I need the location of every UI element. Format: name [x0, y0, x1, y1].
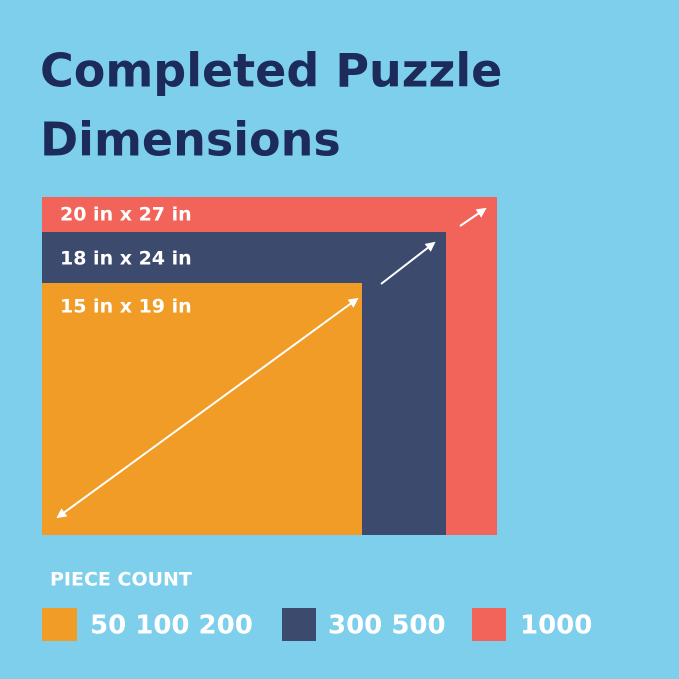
legend-swatch [282, 608, 316, 641]
legend-label: 50 100 200 [90, 611, 253, 641]
size-small [42, 283, 362, 535]
title-line: Dimensions [40, 113, 341, 167]
size-label: 18 in x 24 in [60, 248, 192, 270]
legend-label: 300 500 [328, 611, 446, 641]
size-label: 15 in x 19 in [60, 296, 192, 318]
legend-title: PIECE COUNT [50, 569, 192, 591]
legend-label: 1000 [520, 611, 592, 641]
diagonal-arrow [380, 241, 436, 285]
size-label: 20 in x 27 in [60, 204, 192, 226]
diagonal-arrow [56, 297, 359, 519]
legend-swatch [42, 608, 77, 641]
title-line: Completed Puzzle [40, 44, 502, 98]
legend-swatch [472, 608, 506, 641]
diagonal-arrow [459, 207, 487, 227]
